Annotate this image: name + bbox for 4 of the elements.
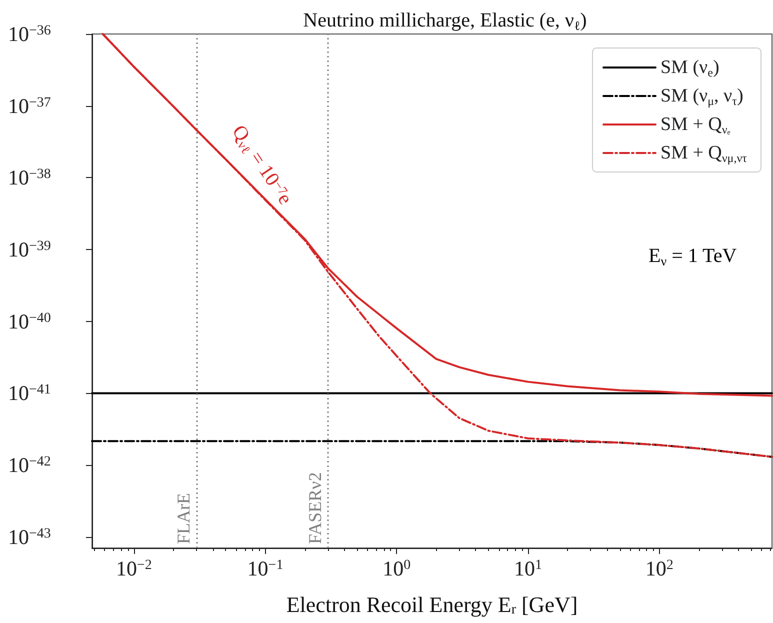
- ref-line-label: FLArE: [174, 493, 194, 544]
- ref-line-label: FASERν2: [304, 472, 325, 544]
- x-axis-title: Electron Recoil Energy Er [GeV]: [286, 592, 578, 618]
- annotation: Qνℓ = 10−7e: [228, 121, 296, 209]
